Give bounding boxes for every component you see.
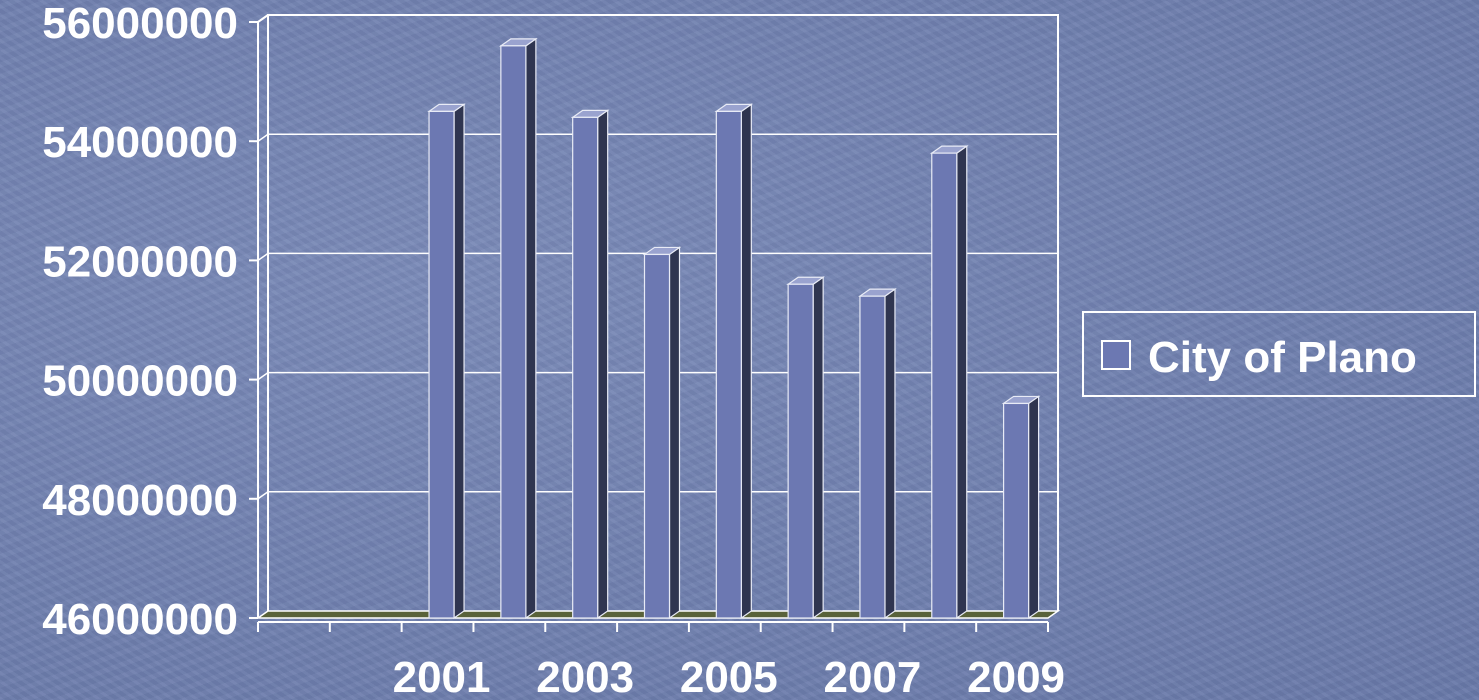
bar-front: [500, 45, 527, 619]
bar-front: [643, 253, 671, 619]
bar-front: [1002, 402, 1030, 619]
bar-2001: [427, 103, 466, 620]
x-tick-label: 2003: [536, 653, 634, 700]
bar-2002: [498, 37, 538, 620]
bar-front: [787, 283, 814, 619]
y-axis-ticks: 56000000 54000000 52000000 50000000 48000000…: [42, 0, 258, 644]
bar-front: [428, 110, 455, 619]
gridline-depth: [257, 14, 269, 23]
bar-side: [525, 37, 537, 620]
gridline-depth: [257, 133, 269, 142]
y-tick-label: 54000000: [42, 118, 238, 167]
y-tick-label: 52000000: [42, 237, 238, 286]
bar-side: [597, 109, 609, 620]
bar-2009: [1001, 395, 1041, 620]
legend-box: [1082, 311, 1476, 397]
gridline-depth: [257, 252, 269, 262]
bar-2007: [858, 288, 897, 620]
bar-2003: [570, 109, 610, 620]
y-tick-label: 46000000: [42, 595, 238, 644]
bar-side: [884, 288, 896, 620]
bar-side: [956, 144, 968, 620]
gridline-depth: [257, 371, 269, 381]
bar-front: [859, 295, 886, 619]
bar-front: [715, 110, 742, 619]
bar-2005: [714, 103, 754, 620]
bar-side: [740, 103, 752, 620]
legend-label: City of Plano: [1148, 333, 1417, 382]
bar-2008: [929, 144, 969, 620]
bar-side: [1027, 395, 1040, 620]
x-tick-label: 2005: [680, 653, 778, 700]
gridline-depth: [257, 491, 269, 500]
legend-swatch: [1101, 340, 1131, 370]
y-tick-label: 50000000: [42, 357, 238, 406]
x-tick-label: 2007: [824, 653, 922, 700]
bar-front: [572, 116, 599, 619]
bars: [427, 37, 1041, 620]
bar-side: [453, 103, 465, 620]
bar-side: [668, 246, 681, 620]
legend: City of Plano: [1082, 311, 1476, 397]
bar-2006: [786, 276, 826, 620]
x-tick-label: 2009: [967, 653, 1065, 700]
bar-2004: [642, 246, 682, 620]
y-tick-label: 56000000: [42, 0, 238, 48]
x-tick-label: 2001: [393, 653, 491, 700]
bar-front: [931, 152, 958, 619]
bar-side: [812, 276, 824, 620]
x-axis-ticks: 2001 2003 2005 2007 2009: [257, 621, 1065, 700]
y-tick-label: 48000000: [42, 476, 238, 525]
